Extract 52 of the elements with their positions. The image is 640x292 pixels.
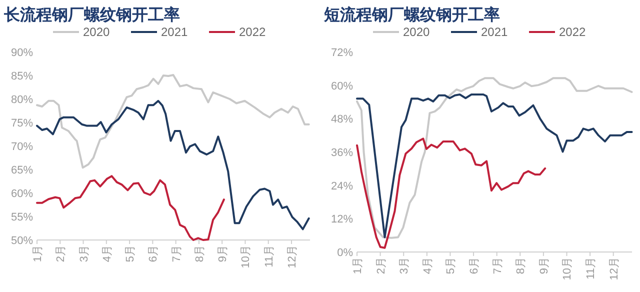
y-tick-label: 50%	[10, 235, 34, 247]
y-tick-label: 85%	[10, 70, 34, 82]
y-tick-label: 0%	[337, 247, 354, 259]
x-tick-label: 3月	[398, 257, 411, 274]
x-tick-label: 12月	[608, 257, 620, 280]
y-tick-label: 36%	[330, 147, 354, 159]
y-tick-label: 24%	[330, 180, 354, 192]
y-tick-label: 90%	[10, 47, 34, 59]
y-tick-label: 48%	[330, 114, 354, 126]
y-tick-label: 55%	[10, 212, 34, 224]
x-tick-label: 7月	[170, 245, 183, 262]
line-series	[356, 138, 546, 249]
x-tick-label: 11月	[263, 245, 276, 268]
y-tick-label: 80%	[10, 94, 34, 106]
y-tick-label: 60%	[330, 80, 354, 92]
x-tick-label: 7月	[492, 257, 504, 274]
x-tick-label: 11月	[585, 257, 598, 280]
x-tick-label: 1月	[32, 245, 44, 262]
legend-label: 2021	[481, 25, 508, 39]
x-tick-label: 8月	[515, 257, 528, 274]
legend-label: 2022	[559, 25, 586, 39]
x-tick-label: 1月	[352, 257, 364, 274]
x-tick-label: 9月	[538, 257, 550, 274]
legend-label: 2020	[403, 25, 430, 39]
x-tick-label: 3月	[78, 245, 90, 262]
legend-label: 2022	[239, 25, 266, 39]
x-tick-label: 6月	[148, 245, 160, 262]
x-tick-label: 5月	[124, 245, 137, 262]
x-tick-label: 10月	[562, 257, 574, 280]
y-tick-label: 70%	[10, 141, 34, 153]
x-tick-label: 4月	[422, 257, 434, 274]
y-tick-label: 65%	[10, 164, 34, 176]
x-tick-label: 2月	[55, 245, 68, 262]
chart-title: 短流程钢厂螺纹钢开工率	[323, 5, 500, 24]
line-series	[36, 100, 310, 230]
legend-label: 2021	[161, 25, 188, 39]
x-tick-label: 2月	[375, 257, 388, 274]
y-tick-label: 60%	[10, 188, 34, 200]
x-tick-label: 9月	[217, 245, 230, 262]
x-tick-label: 12月	[286, 245, 298, 268]
line-series	[36, 175, 225, 241]
x-tick-label: 5月	[445, 257, 458, 274]
chart-title: 长流程钢厂螺纹钢开工率	[3, 5, 180, 24]
legend-label: 2020	[83, 25, 110, 39]
y-tick-label: 75%	[10, 118, 34, 130]
x-tick-label: 4月	[101, 245, 114, 262]
y-tick-label: 12%	[330, 214, 354, 226]
x-tick-label: 6月	[468, 257, 481, 274]
x-tick-label: 8月	[194, 245, 206, 262]
y-tick-label: 72%	[330, 47, 354, 59]
x-tick-label: 10月	[240, 245, 252, 268]
line-series	[36, 74, 310, 169]
